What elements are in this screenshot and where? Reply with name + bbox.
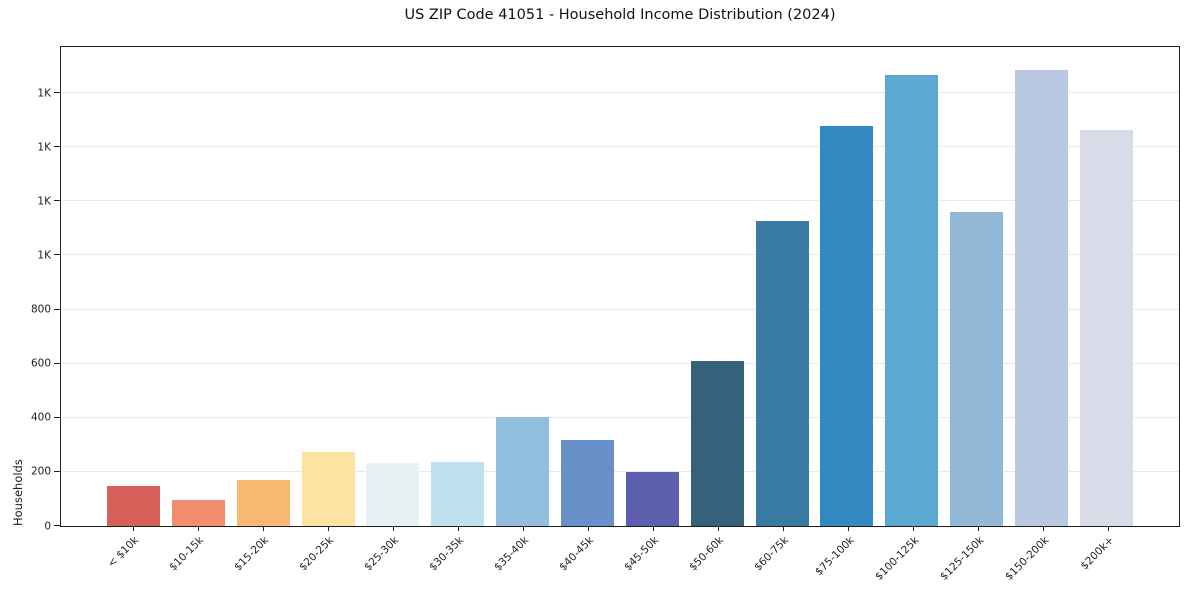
- plot-area: 0 200 400 600 800 1K 1K 1K 1K < $10k $10-15k $15-2…: [11, 46, 1180, 583]
- gridline-1400: [61, 146, 1179, 148]
- x-tick-label-10k: < $10k: [105, 534, 142, 570]
- y-tick-0: [54, 525, 60, 526]
- x-tick-15-20k: [263, 526, 264, 531]
- y-tick-200: [54, 470, 60, 472]
- x-tick-label-60-75k: $60-75k: [752, 534, 792, 574]
- bar-35-40k: [496, 417, 550, 526]
- bar-200k: [1079, 130, 1133, 526]
- y-tick-label-0: 0: [44, 519, 51, 532]
- bar-75-100k: [820, 126, 874, 526]
- y-tick-800: [54, 308, 60, 310]
- x-tick-label-20-25k: $20-25k: [297, 534, 337, 574]
- gridline-200: [61, 470, 1179, 472]
- bar-125-150k: [950, 211, 1004, 526]
- gridline-1600: [61, 92, 1179, 94]
- bar-15-20k: [236, 480, 290, 526]
- x-tick-label-125-150k: $125-150k: [937, 534, 987, 583]
- gridline-1200: [61, 200, 1179, 202]
- x-tick-10k: [133, 526, 134, 531]
- y-tick-1200: [54, 200, 60, 202]
- x-tick-100-125k: [913, 526, 914, 531]
- bar-40-45k: [561, 440, 615, 526]
- bar-100-125k: [885, 75, 939, 526]
- x-tick-75-100k: [848, 526, 849, 531]
- y-tick-label-800: 800: [30, 303, 51, 316]
- y-tick-label-1000: 1K: [37, 249, 51, 262]
- x-tick-150-200k: [1043, 526, 1044, 531]
- x-tick-20-25k: [328, 526, 329, 531]
- y-axis-title: Households: [11, 459, 25, 526]
- x-tick-label-200k: $200k+: [1078, 534, 1117, 573]
- x-tick-35-40k: [523, 526, 524, 531]
- x-tick-60-75k: [783, 526, 784, 531]
- x-tick-label-50-60k: $50-60k: [687, 534, 727, 574]
- y-tick-1000: [54, 254, 60, 256]
- x-tick-40-45k: [588, 526, 589, 531]
- gridline-800: [61, 308, 1179, 310]
- y-tick-label-1600: 1K: [37, 86, 51, 99]
- gridline-400: [61, 416, 1179, 418]
- x-tick-label-15-20k: $15-20k: [232, 534, 272, 574]
- x-tick-label-45-50k: $45-50k: [622, 534, 662, 574]
- y-tick-label-600: 600: [30, 357, 51, 370]
- x-tick-label-25-30k: $25-30k: [362, 534, 402, 574]
- x-tick-50-60k: [718, 526, 719, 531]
- x-tick-label-30-35k: $30-35k: [427, 534, 467, 574]
- y-tick-1400: [54, 146, 60, 148]
- x-tick-label-100-125k: $100-125k: [872, 534, 922, 583]
- x-tick-200k: [1108, 526, 1109, 531]
- x-tick-125-150k: [978, 526, 979, 531]
- x-tick-25-30k: [393, 526, 394, 531]
- bars-row: [107, 47, 1133, 526]
- y-tick-600: [54, 362, 60, 364]
- bar-45-50k: [625, 472, 679, 526]
- x-tick-label-40-45k: $40-45k: [557, 534, 597, 574]
- bar-50-60k: [690, 360, 744, 526]
- x-tick-45-50k: [653, 526, 654, 531]
- bar-10-15k: [171, 499, 225, 526]
- y-tick-400: [54, 416, 60, 418]
- bar-10k: [107, 485, 160, 526]
- bar-150-200k: [1015, 69, 1069, 526]
- x-tick-30-35k: [458, 526, 459, 531]
- chart-title: US ZIP Code 41051 - Household Income Dis…: [404, 7, 836, 23]
- y-tick-label-200: 200: [30, 465, 51, 478]
- x-tick-label-150-200k: $150-200k: [1002, 534, 1052, 583]
- y-tick-label-1200: 1K: [37, 195, 51, 208]
- y-tick-1600: [54, 92, 60, 94]
- bar-60-75k: [755, 221, 809, 526]
- x-tick-label-35-40k: $35-40k: [492, 534, 532, 574]
- x-tick-label-10-15k: $10-15k: [167, 534, 207, 574]
- gridline-600: [61, 362, 1179, 364]
- bar-20-25k: [301, 452, 355, 526]
- bar-25-30k: [366, 462, 420, 526]
- x-tick-label-75-100k: $75-100k: [812, 534, 857, 579]
- gridline-1000: [61, 254, 1179, 256]
- bar-30-35k: [431, 461, 485, 526]
- x-tick-10-15k: [198, 526, 199, 531]
- y-tick-label-1400: 1K: [37, 140, 51, 153]
- y-tick-label-400: 400: [30, 411, 51, 424]
